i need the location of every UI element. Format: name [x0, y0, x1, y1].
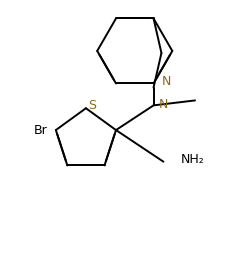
Text: N: N [161, 75, 171, 88]
Text: N: N [158, 98, 168, 111]
Text: NH₂: NH₂ [181, 153, 205, 166]
Text: S: S [88, 99, 96, 112]
Text: Br: Br [34, 124, 48, 136]
